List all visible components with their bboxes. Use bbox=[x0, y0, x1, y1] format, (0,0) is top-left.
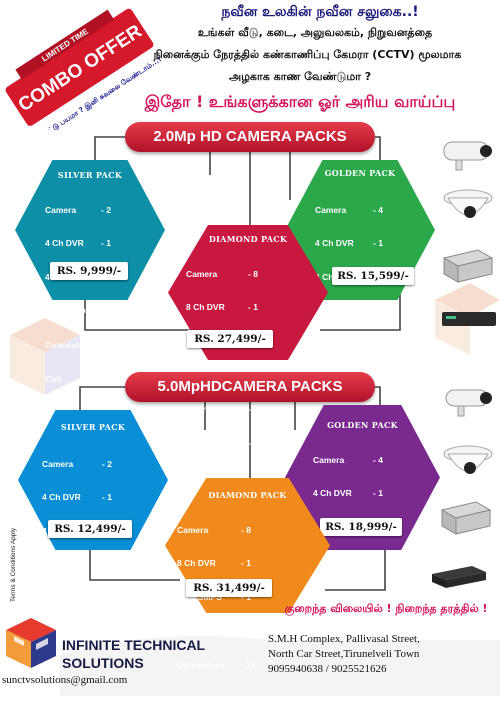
spec-row: Camera - 2 bbox=[42, 458, 112, 469]
spec-row: Coil- 90 Mtr bbox=[313, 624, 404, 635]
section2-title: 5.0MpHDCAMERA PACKS bbox=[125, 372, 375, 402]
smps-icon bbox=[442, 249, 494, 283]
spec-row: 1 TB HDD- 1 bbox=[315, 306, 383, 317]
section1-title: 2.0Mp HD CAMERA PACKS bbox=[125, 122, 375, 152]
bullet-camera-icon bbox=[445, 389, 492, 417]
address-line1: S.M.H Complex, Pallivasal Street, bbox=[268, 633, 420, 645]
dvr-icon bbox=[432, 566, 486, 588]
section2-golden-specs: Camera- 4 4 Ch DVR- 1 4 Ch SMPS- 1 1 TB … bbox=[313, 432, 433, 647]
spec-row: 8 Ch SMPS- 1 bbox=[177, 592, 251, 603]
email-address: sunctvsolutions@gmail.com bbox=[2, 674, 128, 686]
section2-golden-title: GOLDEN PACK bbox=[327, 420, 398, 430]
section2-silver-specs: Camera- 2 4 Ch DVR- 1 4 Ch SMPS- 1 500Gb… bbox=[42, 436, 162, 651]
spec-row: 4 Ch DVR - 1 bbox=[315, 238, 383, 249]
section2-diamond-price: RS. 31,499/- bbox=[186, 579, 272, 597]
section2-golden-price: RS. 18,999/- bbox=[320, 518, 402, 536]
spec-row: Connectors - 6 bbox=[45, 340, 111, 351]
section1-silver-specs: Camera- 2 4 Ch DVR- 1 4 Ch SMPS- 1 500Gb… bbox=[45, 182, 165, 397]
spec-row: Coil - 180 Mtr bbox=[186, 438, 283, 449]
company-address: S.M.H Complex, Pallivasal Street, North … bbox=[268, 632, 500, 677]
company-name-line1: INFINITE TECHNICAL bbox=[62, 637, 206, 653]
terms-text: Terms & Conditions Apply bbox=[10, 527, 17, 602]
header-line-5: இதோ ! உங்களுக்கான ஓர் அரிய வாய்ப்பு bbox=[144, 92, 456, 111]
footer-tagline: குறைந்த விலையில் ! நிறைந்த தரத்தில் ! bbox=[284, 602, 488, 615]
section2-diamond-title: DIAMOND PACK bbox=[208, 490, 287, 500]
spec-row: Camera - 4 bbox=[313, 454, 383, 465]
spec-row: 1 TB HDD- 1 bbox=[313, 556, 383, 567]
spec-row: 500Gb HDD - 1 bbox=[45, 306, 111, 317]
section1-golden-title: GOLDEN PACK bbox=[324, 168, 396, 178]
spec-row: Connectors - 12 bbox=[313, 590, 388, 601]
connector-lines bbox=[10, 136, 500, 696]
spec-row: 4 Ch DVR - 1 bbox=[313, 488, 383, 499]
spec-row: Camera - 2 bbox=[45, 204, 111, 215]
section1-silver-title: SILVER PACK bbox=[57, 170, 123, 180]
header-line-1: நவீன உலகின் நவீன சலுகை..! bbox=[221, 4, 419, 20]
spec-row: Camera - 8 bbox=[177, 524, 251, 535]
spec-row: Camera - 8 bbox=[186, 268, 258, 279]
section2-silver-title: SILVER PACK bbox=[60, 422, 126, 432]
phone-numbers: 9095940638 / 9025521626 bbox=[268, 663, 387, 675]
section1-golden-price: RS. 15,599/- bbox=[332, 267, 414, 285]
dome-camera-icon bbox=[443, 445, 493, 474]
spec-row: Connectors - 6 bbox=[42, 594, 112, 605]
section1-diamond-price: RS. 27,499/- bbox=[187, 330, 273, 348]
spec-row: Coil- 50 Mtr bbox=[45, 374, 132, 385]
company-logo-icon bbox=[6, 618, 56, 668]
header-line-3: நினைக்கும் நேரத்தில் கண்காணிப்பு கேமரா (… bbox=[153, 48, 462, 61]
bullet-camera-icon bbox=[443, 141, 492, 171]
combo-offer-badge: LIMITED TIME COMBO OFFER திருட்டு பயமா ?… bbox=[5, 8, 162, 130]
company-name-line2: SOLUTIONS bbox=[62, 655, 144, 671]
spec-row: 8 Ch DVR - 1 bbox=[177, 558, 251, 569]
section1-silver-price: RS. 9,999/- bbox=[50, 262, 128, 280]
spec-row: Connectors - 24 bbox=[186, 404, 263, 415]
dvr-icon bbox=[442, 312, 496, 326]
dome-camera-icon bbox=[443, 189, 493, 218]
spec-row: 4 Ch DVR - 1 bbox=[42, 492, 112, 503]
section2-silver-price: RS. 12,499/- bbox=[48, 520, 132, 538]
header-line-2: உங்கள் வீடு, கடை, அலுவலகம், நிறுவனத்தை bbox=[197, 26, 433, 39]
smps-icon bbox=[440, 501, 492, 535]
spec-row: 4 Ch DVR - 1 bbox=[45, 238, 111, 249]
company-name: INFINITE TECHNICAL SOLUTIONS bbox=[62, 636, 205, 672]
spec-row: 1 TB HDD- 1 bbox=[177, 626, 251, 637]
section1-golden-specs: Camera- 4 4 Ch DVR- 1 4 Ch SMPS- 1 1 TB … bbox=[315, 182, 435, 397]
section1-diamond-title: DIAMOND PACK bbox=[208, 234, 288, 244]
spec-row: Connectors - 24 bbox=[177, 660, 256, 671]
spec-row: Connectors - 12 bbox=[315, 340, 388, 351]
spec-row: 8 Ch DVR - 1 bbox=[186, 302, 258, 313]
spec-row: Camera - 4 bbox=[315, 204, 383, 215]
address-line2: North Car Street,Tirunelveli Town bbox=[268, 648, 420, 660]
header-line-4: அழகாக காண வேண்டுமா ? bbox=[228, 70, 372, 83]
spec-row: 500Gb HDD - 1 bbox=[42, 560, 112, 571]
svg-text:Terms & Conditions Apply: Terms & Conditions Apply bbox=[10, 527, 17, 602]
